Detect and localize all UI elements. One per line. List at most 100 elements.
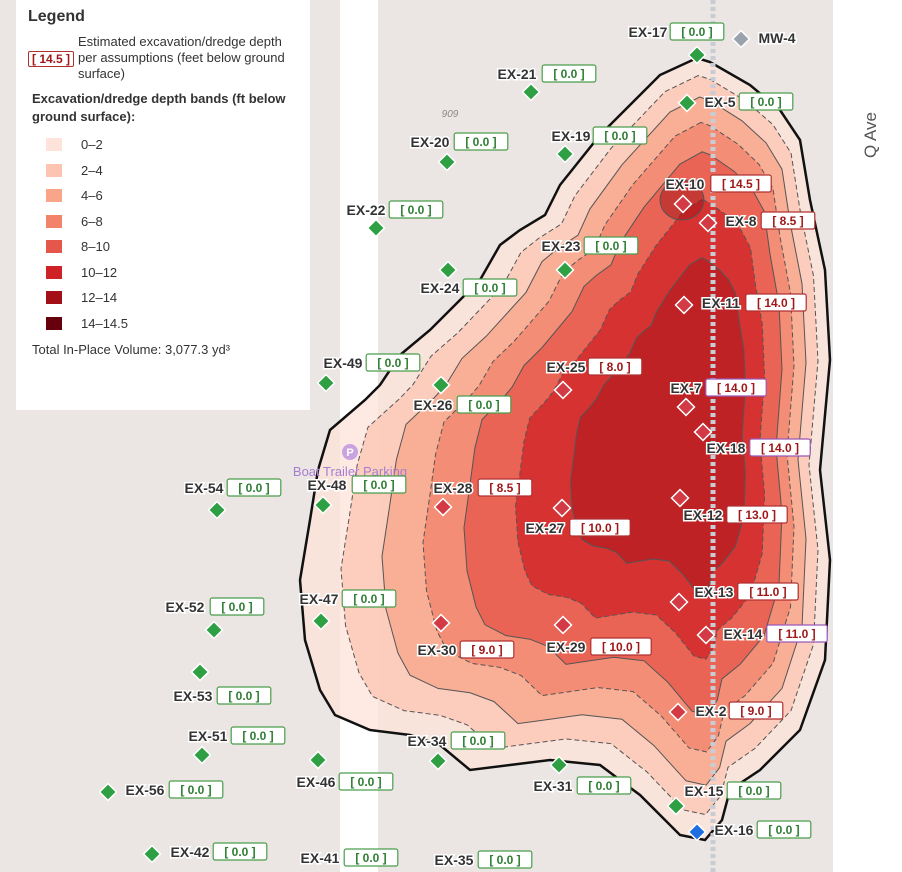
sample-marker — [553, 380, 573, 400]
value-box — [456, 395, 512, 414]
value-box — [462, 278, 518, 297]
value-label: [ 0.0 ] — [350, 775, 381, 789]
band-label: 6–8 — [81, 213, 103, 229]
value-box — [341, 589, 397, 608]
band-row: 4–6 — [28, 183, 298, 209]
band-row: 14–14.5 — [28, 311, 298, 337]
value-label: [ 11.0 ] — [749, 585, 786, 599]
value-label: [ 0.0 ] — [595, 239, 626, 253]
sample-name: EX-17 — [629, 24, 668, 40]
sample-marker — [521, 82, 541, 102]
road — [833, 0, 902, 872]
sample-marker — [192, 745, 212, 765]
value-label: [ 11.0 ] — [778, 627, 815, 641]
sample-marker — [204, 620, 224, 640]
value-box — [541, 64, 597, 83]
legend-sample: [ 14.5 ] Estimated excavation/dredge dep… — [28, 34, 298, 82]
value-label: [ 0.0 ] — [489, 853, 520, 867]
legend: Legend [ 14.5 ] Estimated excavation/dre… — [16, 0, 310, 410]
sample-marker — [142, 844, 162, 864]
value-label: [ 0.0 ] — [553, 67, 584, 81]
value-box — [590, 637, 652, 656]
sample-marker — [555, 260, 575, 280]
value-box — [738, 92, 794, 111]
band-label: 10–12 — [81, 264, 118, 280]
value-label: [ 0.0 ] — [355, 851, 386, 865]
value-label: [ 0.0 ] — [400, 203, 431, 217]
value-box — [343, 848, 399, 867]
sample-marker — [676, 397, 696, 417]
value-label: [ 13.0 ] — [738, 508, 776, 522]
sample-name: EX-52 — [166, 599, 205, 615]
sample-name: EX-21 — [498, 66, 537, 82]
value-label: [ 0.0 ] — [228, 689, 259, 703]
sample-marker — [553, 615, 573, 635]
legend-title: Legend — [28, 8, 85, 25]
parking-icon — [342, 444, 358, 460]
value-box — [216, 686, 272, 705]
sample-name: EX-16 — [715, 822, 754, 838]
band-swatch — [46, 240, 62, 254]
parking-icon-text: P — [346, 447, 353, 459]
value-box — [230, 726, 286, 745]
value-label: [ 0.0 ] — [180, 783, 211, 797]
value-label: [ 0.0 ] — [363, 478, 394, 492]
value-label: [ 0.0 ] — [468, 398, 499, 412]
points: EX-17 [ 0.0 ] MW-4 EX-21 [ 0.0 ] EX-5 [ 0.0 ] E… — [98, 22, 828, 870]
value-box — [705, 378, 767, 397]
sample-marker — [731, 29, 751, 49]
sample-name: EX-2 — [695, 703, 726, 719]
value-box — [338, 772, 394, 791]
sample-marker — [311, 611, 331, 631]
sample-name: EX-5 — [704, 94, 735, 110]
band-swatch — [46, 138, 62, 152]
sample-name: EX-46 — [297, 774, 336, 790]
contour-band — [514, 199, 766, 660]
sample-marker — [555, 144, 575, 164]
sample-name: EX-51 — [189, 728, 228, 744]
sample-marker — [316, 373, 336, 393]
sample-marker — [431, 375, 451, 395]
value-box — [583, 236, 639, 255]
sample-name: EX-15 — [685, 783, 724, 799]
value-label: [ 8.0 ] — [599, 360, 630, 374]
parking-label: Boat Trailer Parking — [293, 464, 407, 479]
band-label: 14–14.5 — [81, 315, 128, 331]
band-row: 2–4 — [28, 158, 298, 184]
sample-name: EX-20 — [411, 134, 450, 150]
sample-marker — [549, 755, 569, 775]
band-swatch — [46, 291, 62, 305]
value-box — [212, 842, 268, 861]
value-label: [ 14.0 ] — [717, 381, 755, 395]
band-swatch — [46, 163, 62, 177]
value-label: [ 8.5 ] — [489, 481, 520, 495]
sample-name: EX-49 — [324, 355, 363, 371]
sample-marker — [207, 500, 227, 520]
sample-name: EX-29 — [547, 639, 586, 655]
value-label: [ 0.0 ] — [462, 734, 493, 748]
sample-marker — [433, 497, 453, 517]
value-label: [ 14.0 ] — [757, 296, 795, 310]
band-swatch — [46, 265, 62, 279]
value-box — [669, 22, 725, 41]
band-swatch — [46, 214, 62, 228]
band-swatch — [46, 189, 62, 203]
sample-marker — [669, 592, 689, 612]
sample-name: EX-14 — [724, 626, 763, 642]
sample-marker — [668, 702, 688, 722]
value-box — [756, 820, 812, 839]
sample-name: EX-13 — [695, 584, 734, 600]
value-box — [737, 582, 799, 601]
sample-name: EX-25 — [547, 359, 586, 375]
band-row: 6–8 — [28, 209, 298, 235]
value-label: [ 10.0 ] — [581, 521, 619, 535]
value-label: [ 0.0 ] — [224, 845, 255, 859]
sample-name: EX-19 — [552, 128, 591, 144]
sample-marker — [431, 613, 451, 633]
sample-marker — [687, 822, 707, 842]
sample-marker — [670, 488, 690, 508]
value-label: [ 0.0 ] — [750, 95, 781, 109]
value-box — [226, 478, 282, 497]
value-box — [388, 200, 444, 219]
